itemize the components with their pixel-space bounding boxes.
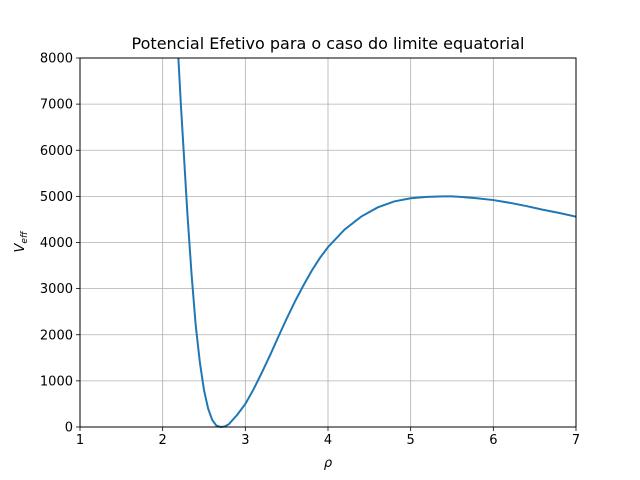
y-tick-label: 5000 [40, 190, 73, 205]
x-tick-label: 4 [324, 433, 332, 448]
y-axis-label-main: V [13, 242, 28, 252]
x-tick-label: 1 [76, 433, 84, 448]
x-tick-label: 7 [572, 433, 580, 448]
y-tick-label: 8000 [40, 52, 73, 67]
series-line-veff [177, 57, 577, 429]
y-axis-label-sub: eff [20, 230, 30, 244]
y-tick-label: 4000 [40, 236, 73, 251]
x-tick-label: 2 [159, 433, 167, 448]
x-axis: 1 2 3 4 5 6 7 [76, 427, 580, 448]
x-tick-label: 5 [407, 433, 415, 448]
grid [79, 57, 577, 428]
y-tick-label: 6000 [40, 144, 73, 159]
y-axis-label: Veff [13, 230, 30, 252]
chart-title: Potencial Efetivo para o caso do limite … [132, 34, 525, 53]
x-axis-label: ρ [324, 456, 333, 471]
y-tick-label: 0 [65, 421, 73, 436]
x-tick-label: 6 [489, 433, 497, 448]
y-tick-label: 2000 [40, 328, 73, 343]
y-axis: 0 1000 2000 3000 4000 5000 6000 7000 8000 [40, 52, 80, 436]
y-tick-label: 7000 [40, 98, 73, 113]
y-tick-label: 1000 [40, 374, 73, 389]
x-tick-label: 3 [241, 433, 249, 448]
y-tick-label: 3000 [40, 282, 73, 297]
